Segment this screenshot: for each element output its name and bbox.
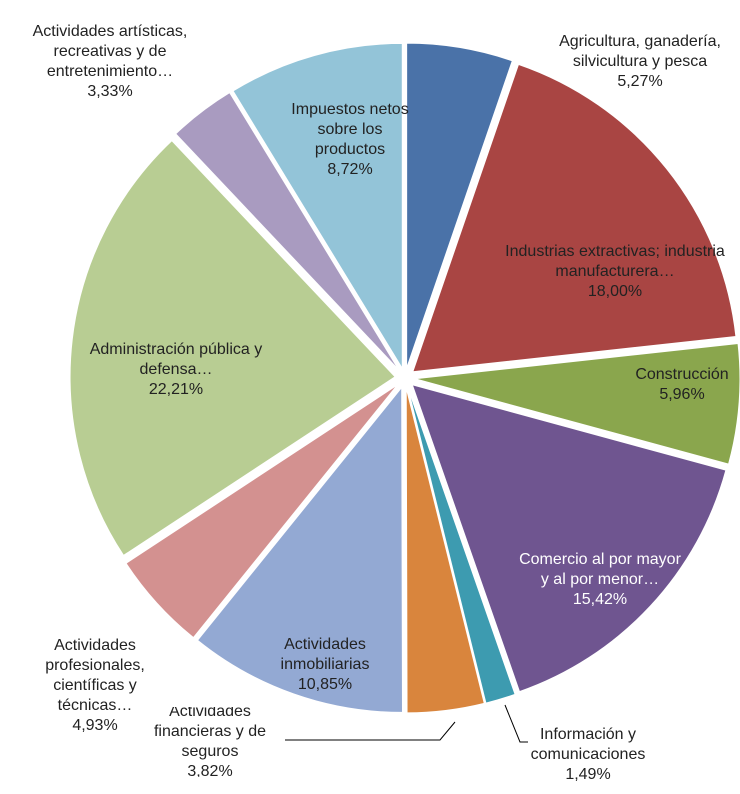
category-name: Industrias extractivas; industria manufa…: [505, 243, 725, 280]
category-name: Actividades inmobiliarias: [280, 636, 370, 673]
leader-line: [504, 704, 528, 743]
slice-label-box: Industrias extractivas; industria manufa…: [495, 227, 735, 317]
slice-label: Industrias extractivas; industria manufa…: [495, 227, 735, 317]
slice-label-box: Actividades artísticas, recreativas y de…: [0, 17, 225, 107]
slice-label: Actividades financieras y de seguros 3,82…: [130, 707, 290, 777]
category-name: Actividades profesionales, científicas y…: [45, 637, 145, 714]
pie-slice: [196, 386, 403, 713]
slice-label: Impuestos netos sobre los productos 8,72%: [290, 80, 410, 200]
slice-label: Información y comunicaciones 1,49%: [513, 720, 663, 790]
slice-label: Actividades inmobiliarias 10,85%: [250, 630, 400, 700]
category-name: Actividades artísticas, recreativas y de…: [32, 23, 188, 80]
category-name: Comercio al por mayor y al por menor…: [519, 551, 681, 588]
slice-label-box: Administración pública y defensa… 22,21%: [81, 335, 271, 405]
value-label: 10,85%: [297, 676, 353, 693]
value-label: 3,82%: [187, 763, 233, 777]
category-name: Actividades financieras y de seguros: [153, 707, 267, 760]
slice-label: Agricultura, ganadería, silvicultura y p…: [545, 17, 735, 107]
value-label: 4,93%: [72, 717, 118, 734]
value-label: 5,27%: [617, 73, 663, 90]
value-label: 8,72%: [327, 161, 373, 178]
pie-slice: [232, 42, 403, 371]
category-name: Administración pública y defensa…: [89, 341, 263, 378]
value-label: 15,42%: [572, 591, 628, 608]
slice-label-box: Actividades financieras y de seguros 3,82…: [130, 707, 290, 777]
slice-label: Actividades profesionales, científicas y…: [20, 631, 170, 741]
slice-label-box: Actividades inmobiliarias 10,85%: [250, 630, 400, 700]
slice-label-box: Construcción 5,96%: [622, 360, 740, 410]
pie-slice: [412, 63, 737, 373]
slice-label-box: Información y comunicaciones 1,49%: [513, 720, 663, 790]
value-label: 18,00%: [587, 283, 643, 300]
slice-label: Construcción 5,96%: [622, 360, 740, 410]
slice-label-box: Comercio al por mayor y al por menor… 15,…: [515, 535, 685, 625]
slice-label-box: Actividades profesionales, científicas y…: [20, 631, 170, 741]
slice-label: Administración pública y defensa… 22,21%: [81, 335, 271, 405]
slice-label-box: Agricultura, ganadería, silvicultura y p…: [545, 17, 735, 107]
value-label: 1,49%: [565, 766, 611, 783]
pie-slice: [411, 384, 727, 693]
value-label: 5,96%: [659, 386, 705, 403]
pie-slice: [125, 384, 398, 639]
value-label: 3,33%: [87, 83, 133, 100]
pie-slice: [407, 387, 516, 704]
pie-slice: [405, 387, 485, 714]
slice-label: Comercio al por mayor y al por menor… 15,…: [515, 535, 685, 625]
pie-slice: [175, 91, 400, 371]
category-name: Información y comunicaciones: [530, 726, 646, 763]
category-name: Construcción: [635, 366, 729, 383]
pie-slice: [69, 139, 396, 557]
pie-slice: [414, 342, 740, 465]
slice-label-box: Impuestos netos sobre los productos 8,72%: [290, 80, 410, 200]
category-name: Agricultura, ganadería, silvicultura y p…: [559, 33, 721, 70]
value-label: 22,21%: [148, 381, 204, 398]
category-name: Impuestos netos sobre los productos: [291, 101, 409, 158]
slice-label: Actividades artísticas, recreativas y de…: [0, 17, 225, 107]
leader-line: [285, 721, 456, 741]
pie-slice: [406, 42, 513, 369]
